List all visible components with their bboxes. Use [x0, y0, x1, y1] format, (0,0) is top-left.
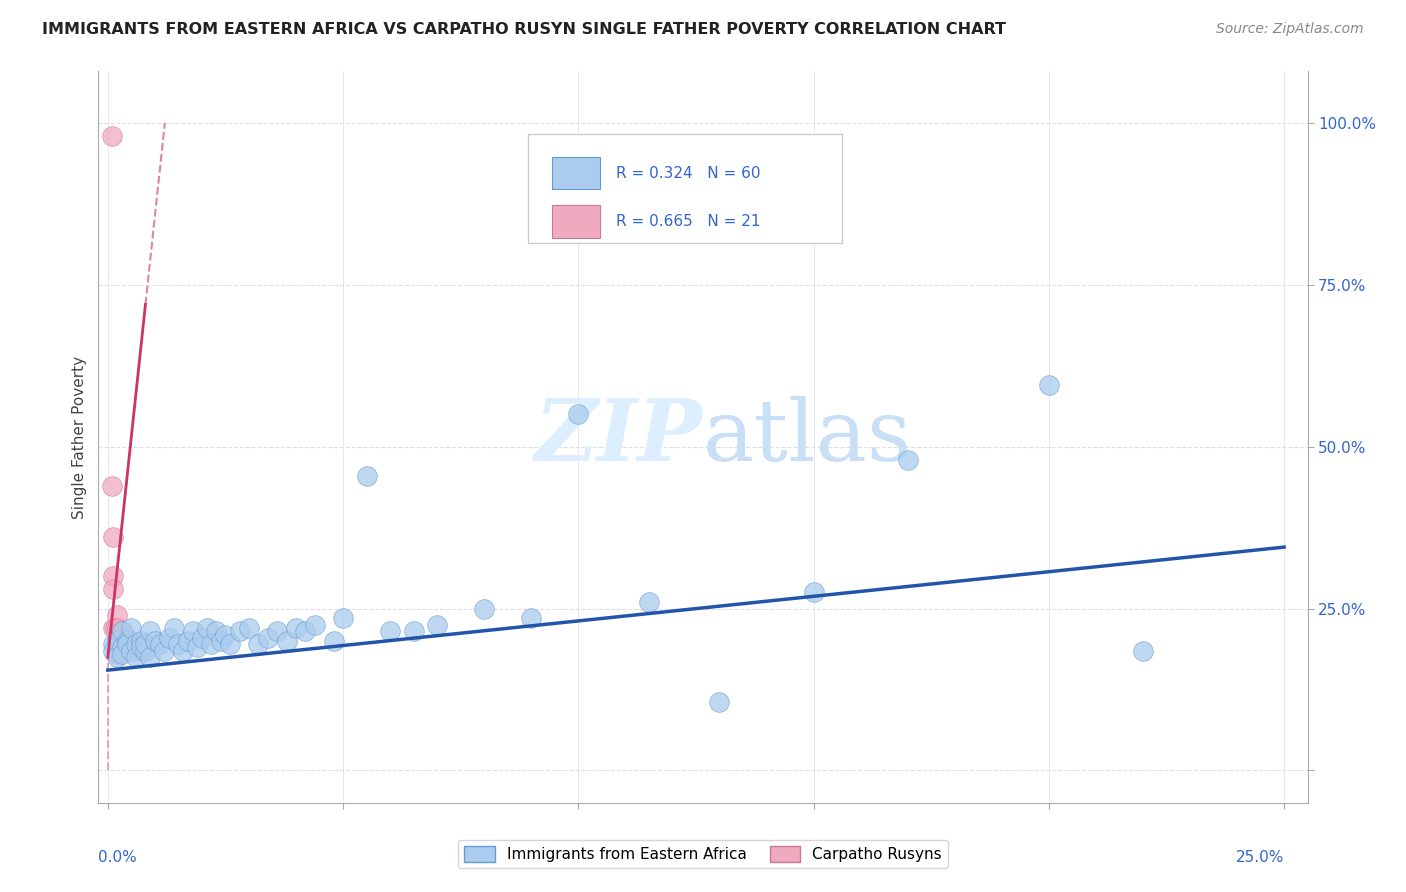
Point [304, 617, 326, 632]
Text: R = 0.324   N = 60: R = 0.324 N = 60 [616, 166, 761, 180]
Point [567, 408, 589, 422]
Point [129, 640, 152, 655]
Point [101, 621, 124, 635]
Point [1038, 378, 1060, 392]
Point [111, 643, 134, 657]
Point [219, 637, 242, 651]
Point [129, 643, 152, 657]
Point [143, 634, 166, 648]
Point [332, 611, 354, 625]
Point [101, 530, 124, 544]
Point [105, 634, 128, 648]
Point [111, 634, 134, 648]
Point [638, 595, 661, 609]
Point [115, 637, 138, 651]
Point [115, 631, 138, 645]
Point [181, 624, 204, 639]
Point [228, 624, 250, 639]
Point [205, 624, 228, 639]
Point [256, 631, 278, 645]
Point [111, 624, 134, 639]
Point [129, 634, 152, 648]
Text: Source: ZipAtlas.com: Source: ZipAtlas.com [1216, 22, 1364, 37]
Text: ZIP: ZIP [536, 395, 703, 479]
Bar [551, 204, 600, 237]
Point [195, 621, 218, 635]
Point [120, 621, 142, 635]
Point [105, 650, 128, 665]
Point [402, 624, 425, 639]
Point [294, 624, 316, 639]
Point [125, 650, 148, 665]
Point [897, 452, 920, 467]
Bar [551, 157, 600, 189]
Point [803, 585, 825, 599]
Point [149, 637, 172, 651]
Point [167, 637, 190, 651]
Point [177, 634, 200, 648]
Point [101, 643, 124, 657]
Point [214, 627, 236, 641]
Point [100, 129, 122, 144]
Point [101, 637, 124, 651]
Point [157, 631, 180, 645]
Point [191, 631, 214, 645]
Point [356, 469, 378, 483]
Point [378, 624, 401, 639]
Point [266, 624, 288, 639]
Point [139, 624, 162, 639]
Text: 0.0%: 0.0% [98, 850, 138, 865]
Text: IMMIGRANTS FROM EASTERN AFRICA VS CARPATHO RUSYN SINGLE FATHER POVERTY CORRELATI: IMMIGRANTS FROM EASTERN AFRICA VS CARPAT… [42, 22, 1007, 37]
Point [186, 640, 208, 655]
Point [125, 640, 148, 655]
Point [134, 637, 156, 651]
Point [115, 634, 138, 648]
Point [104, 621, 127, 635]
Point [163, 621, 186, 635]
Point [105, 621, 128, 635]
Y-axis label: Single Father Poverty: Single Father Poverty [72, 356, 87, 518]
Point [100, 478, 122, 492]
Point [105, 634, 128, 648]
Text: 25.0%: 25.0% [1236, 850, 1284, 865]
Point [247, 637, 270, 651]
Point [111, 647, 134, 661]
Point [101, 582, 124, 597]
Point [472, 601, 495, 615]
Point [115, 637, 138, 651]
Text: R = 0.665   N = 21: R = 0.665 N = 21 [616, 214, 761, 228]
Point [276, 634, 298, 648]
Point [172, 643, 194, 657]
Point [238, 621, 260, 635]
Point [520, 611, 543, 625]
Point [153, 643, 176, 657]
Text: atlas: atlas [703, 395, 912, 479]
Point [105, 608, 128, 623]
Point [120, 634, 142, 648]
Point [426, 617, 449, 632]
Point [111, 640, 134, 655]
Point [111, 624, 134, 639]
Point [209, 634, 232, 648]
Point [101, 569, 124, 583]
Point [709, 696, 731, 710]
Point [125, 637, 148, 651]
Point [139, 650, 162, 665]
Point [200, 637, 222, 651]
Point [120, 643, 142, 657]
Point [322, 634, 344, 648]
Point [285, 621, 308, 635]
Point [111, 637, 134, 651]
Point [134, 643, 156, 657]
Point [105, 647, 128, 661]
Legend: Immigrants from Eastern Africa, Carpatho Rusyns: Immigrants from Eastern Africa, Carpatho… [458, 840, 948, 868]
FancyBboxPatch shape [527, 134, 842, 244]
Point [108, 631, 131, 645]
Point [1132, 643, 1154, 657]
